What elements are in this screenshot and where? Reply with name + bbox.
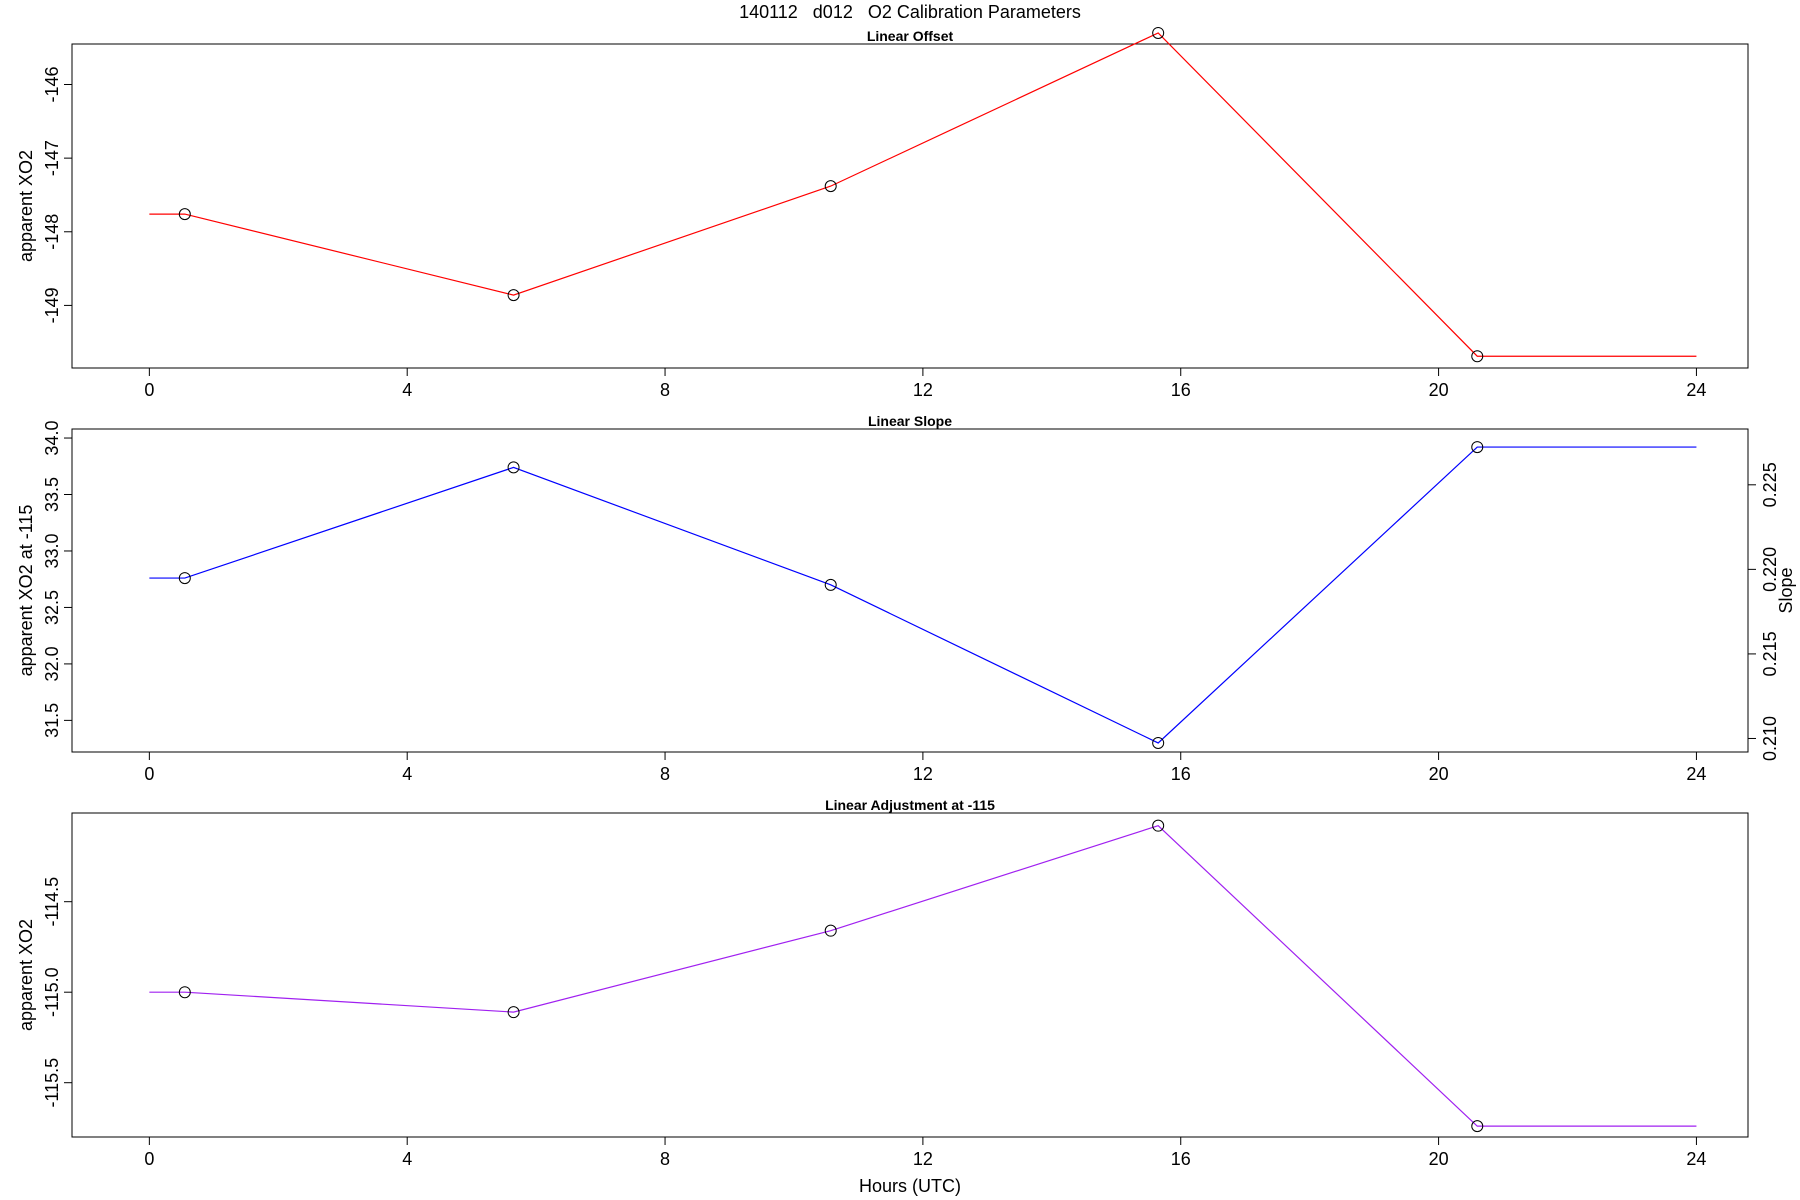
panel-title: Linear Adjustment at -115 — [825, 797, 995, 813]
x-tick-label: 16 — [1171, 1149, 1191, 1169]
panel-2: Linear Slope 0 4 8 12 16 20 24 31.5 32.0 32.5 33.0 3… — [16, 413, 1796, 784]
y-tick-label: 34.0 — [42, 421, 62, 456]
y2-tick-label: 0.215 — [1760, 631, 1780, 676]
x-tick-label: 0 — [144, 380, 154, 400]
x-tick-label: 8 — [660, 380, 670, 400]
data-point-marker — [178, 572, 191, 585]
x-tick-label: 8 — [660, 1149, 670, 1169]
data-point-marker — [507, 1006, 520, 1019]
x-tick-label: 4 — [402, 764, 412, 784]
figure-title: 140112 d012 O2 Calibration Parameters — [739, 2, 1081, 22]
y-tick-label: -146 — [42, 66, 62, 102]
y-tick-label: 32.5 — [42, 590, 62, 625]
data-point-marker — [824, 578, 837, 591]
series-line — [149, 446, 1697, 744]
x-tick-label: 0 — [144, 764, 154, 784]
y2-tick-label: 0.210 — [1760, 716, 1780, 761]
panel-3: Linear Adjustment at -115 0 4 8 12 16 20 24 -115… — [16, 797, 1749, 1169]
plot-frame — [71, 812, 1749, 1138]
data-point-marker — [1471, 441, 1484, 454]
y-tick-label: 33.0 — [42, 533, 62, 568]
series-line — [149, 32, 1697, 357]
y-tick-label: 33.5 — [42, 477, 62, 512]
data-point-marker — [1471, 1120, 1484, 1133]
plot-frame — [71, 428, 1749, 753]
panel-title: Linear Offset — [867, 28, 954, 44]
y-tick-label: -115.5 — [42, 1058, 62, 1108]
x-tick-label: 4 — [402, 1149, 412, 1169]
plot-frame — [71, 43, 1749, 369]
y-tick-label: -114.5 — [42, 877, 62, 927]
x-tick-label: 20 — [1429, 1149, 1449, 1169]
x-tick-label: 24 — [1686, 380, 1706, 400]
panel-title: Linear Slope — [868, 413, 952, 429]
data-point-marker — [824, 924, 837, 937]
x-tick-label: 4 — [402, 380, 412, 400]
data-point-marker — [178, 208, 191, 221]
y-tick-label: 32.0 — [42, 646, 62, 681]
x-tick-label: 12 — [913, 764, 933, 784]
data-point-marker — [178, 986, 191, 999]
y-axis-label: apparent XO2 — [16, 919, 36, 1031]
y-tick-label: -148 — [42, 214, 62, 250]
y-tick-label: 31.5 — [42, 703, 62, 738]
data-point-marker — [1471, 350, 1484, 363]
x-tick-label: 20 — [1429, 764, 1449, 784]
data-point-marker — [1152, 26, 1165, 39]
x-tick-label: 0 — [144, 1149, 154, 1169]
y-axis-label: apparent XO2 — [16, 150, 36, 262]
x-tick-label: 12 — [913, 380, 933, 400]
x-tick-label: 16 — [1171, 764, 1191, 784]
data-point-marker — [507, 461, 520, 474]
x-axis-label: Hours (UTC) — [859, 1176, 961, 1196]
y2-axis-label: Slope — [1776, 567, 1796, 613]
data-point-marker — [1152, 736, 1165, 749]
y-tick-label: -149 — [42, 287, 62, 323]
x-tick-label: 16 — [1171, 380, 1191, 400]
x-tick-label: 8 — [660, 764, 670, 784]
y-tick-label: -115.0 — [42, 967, 62, 1017]
data-point-marker — [507, 289, 520, 302]
series-line — [149, 824, 1697, 1127]
y2-tick-label: 0.225 — [1760, 462, 1780, 507]
x-tick-label: 24 — [1686, 1149, 1706, 1169]
y-axis-label: apparent XO2 at -115 — [16, 505, 36, 677]
data-point-marker — [1152, 819, 1165, 832]
x-tick-label: 12 — [913, 1149, 933, 1169]
y-tick-label: -147 — [42, 140, 62, 176]
data-point-marker — [824, 180, 837, 193]
panels: Linear Offset 0 4 8 12 16 20 24 -149 -148 -147 -146… — [16, 26, 1796, 1169]
y2-tick-label: 0.220 — [1760, 547, 1780, 592]
panel-1: Linear Offset 0 4 8 12 16 20 24 -149 -148 -147 -146… — [16, 26, 1749, 400]
x-tick-label: 24 — [1686, 764, 1706, 784]
x-tick-label: 20 — [1429, 380, 1449, 400]
